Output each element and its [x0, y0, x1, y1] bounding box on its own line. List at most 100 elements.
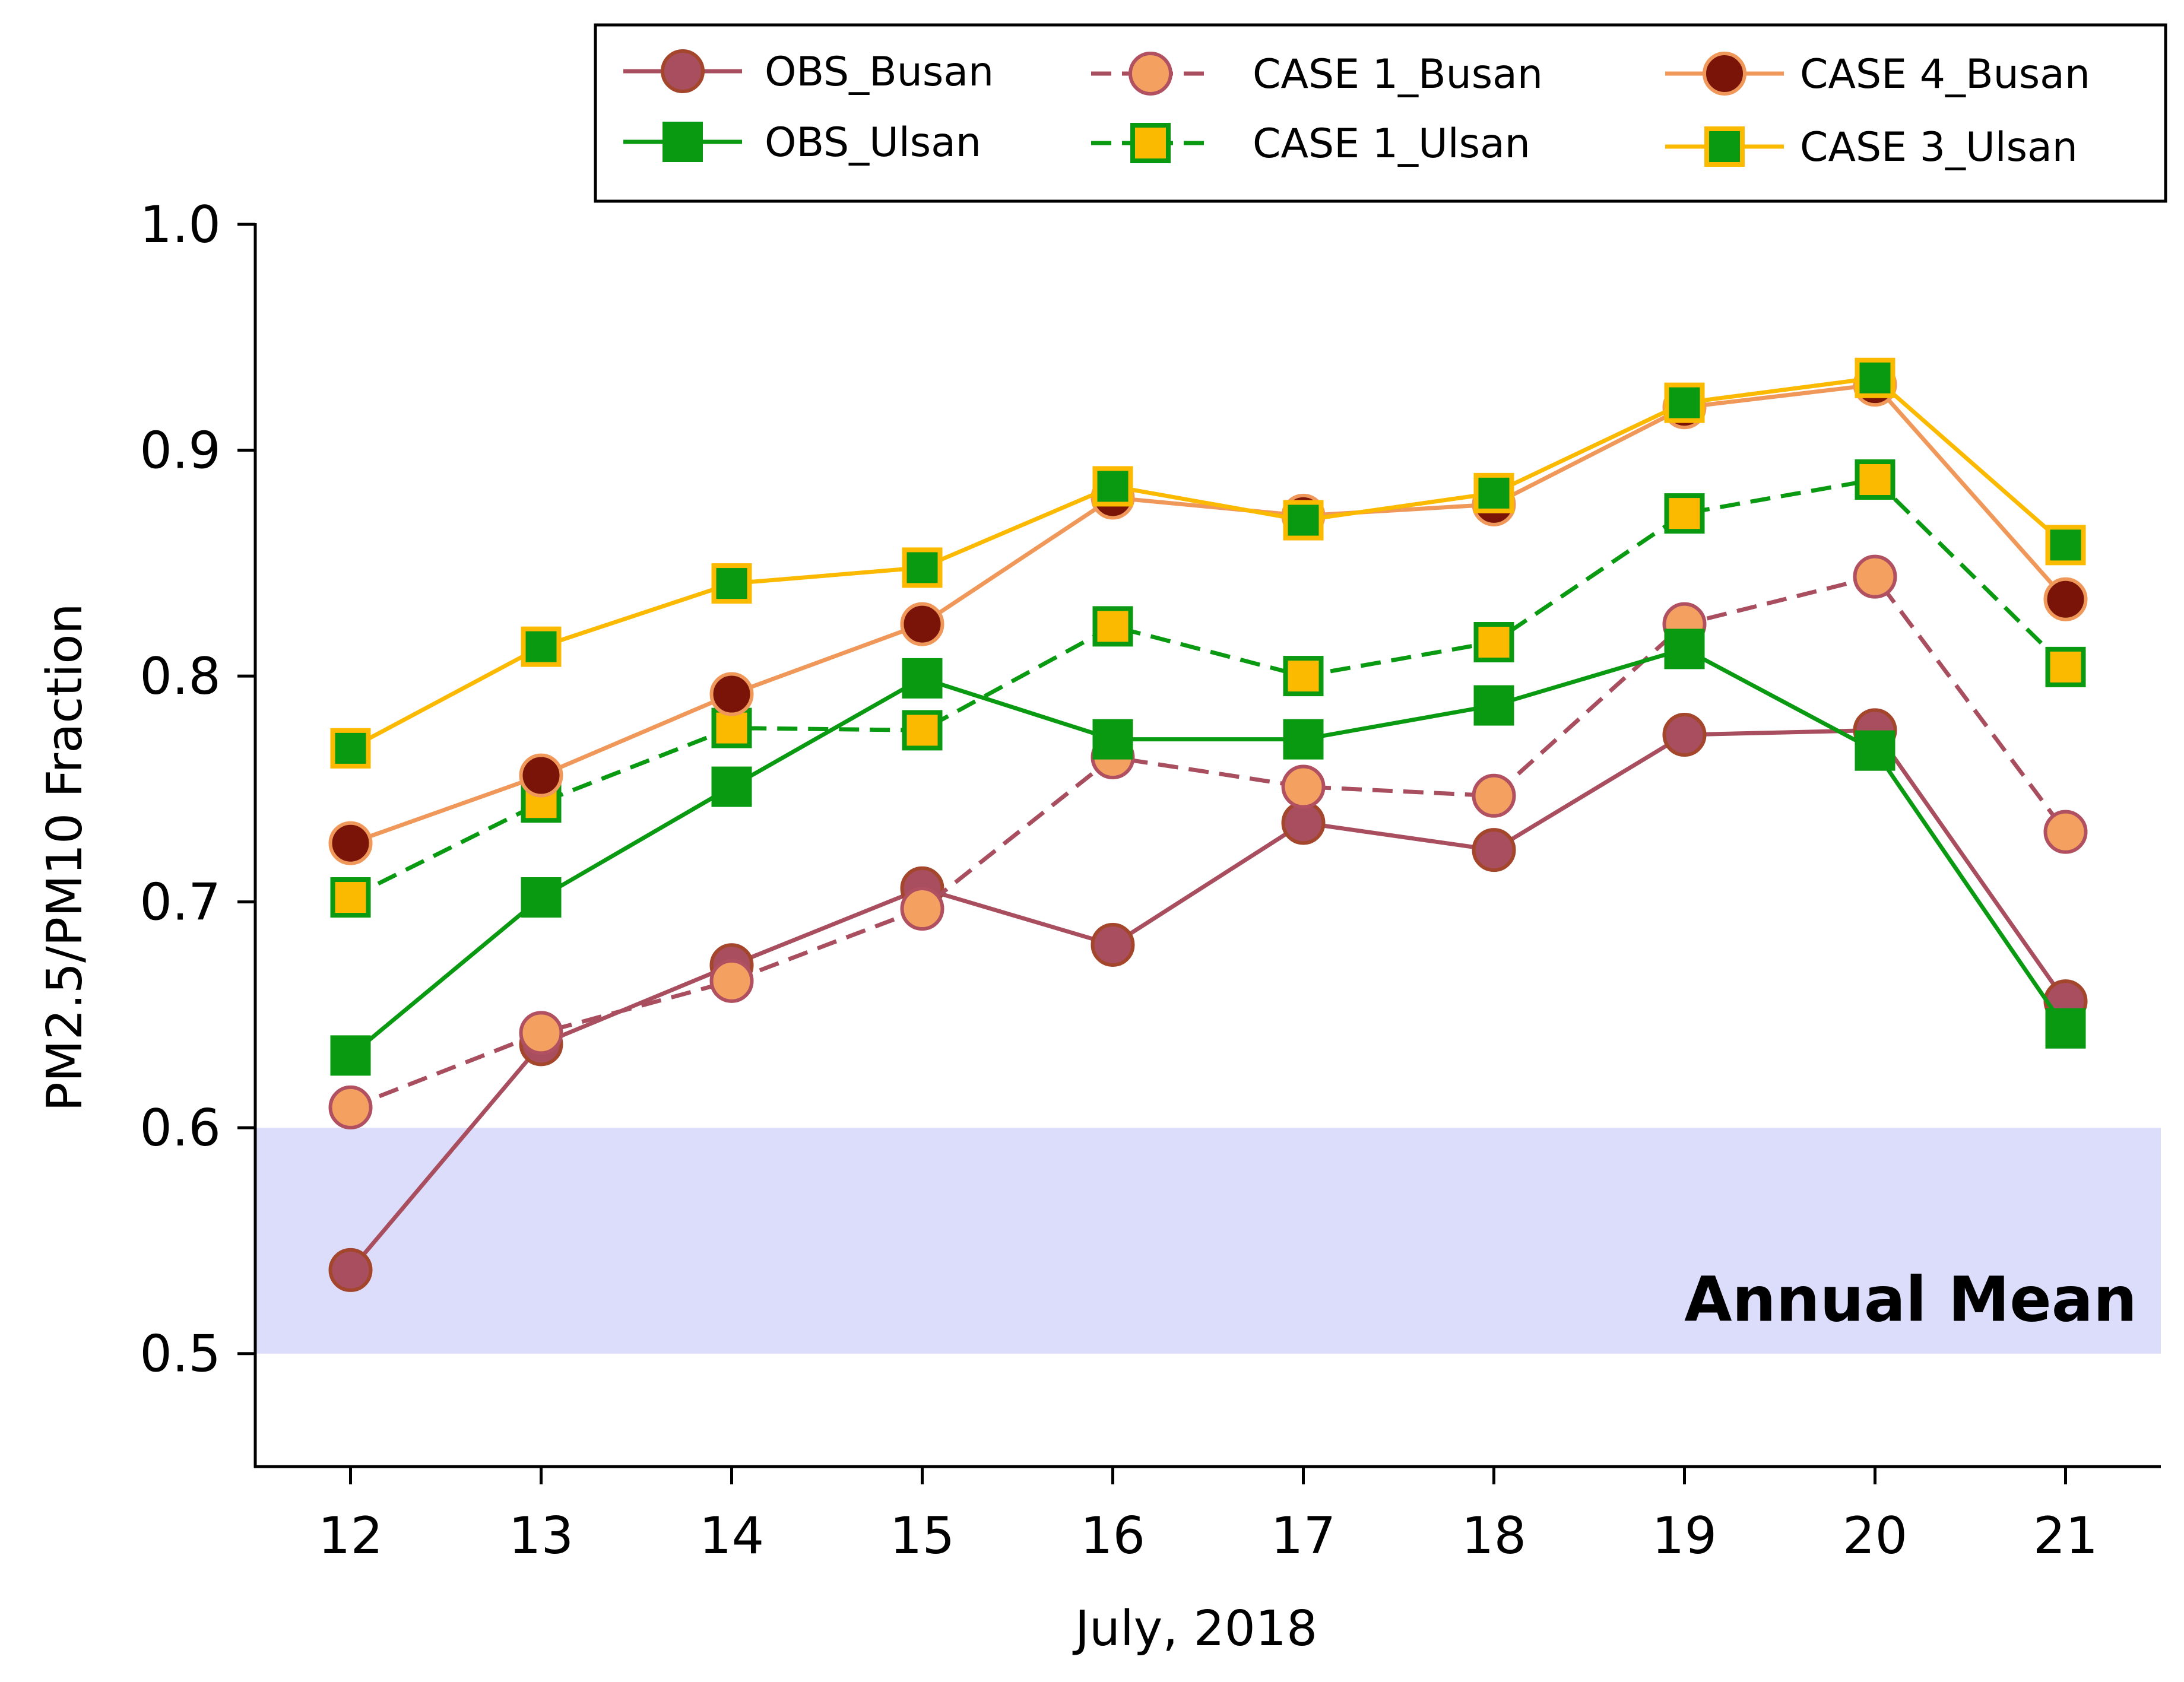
x-ticks: 12 13 14 15 16 17 18 19 20 21: [318, 1467, 2098, 1566]
data-point-case-4-busan: [328, 821, 373, 865]
data-point-case-1-busan: [519, 1011, 563, 1055]
y-tick-label: 0.9: [140, 421, 221, 481]
data-point-case-1-busan: [1472, 773, 1516, 818]
series-case-3-ulsan: [330, 357, 2086, 769]
data-point-obs-busan: [1091, 922, 1135, 967]
data-point-obs-ulsan: [330, 1035, 371, 1076]
data-point-case-1-ulsan: [711, 707, 752, 748]
x-tick-label: 13: [509, 1506, 573, 1566]
y-tick-label: 0.7: [140, 873, 221, 932]
legend-marker-obs-ulsan: [663, 122, 703, 162]
legend-label-case-3-ulsan: CASE 3_Ulsan: [1800, 124, 2078, 171]
data-point-case-1-ulsan: [2045, 646, 2086, 687]
legend-label-obs-ulsan: OBS_Ulsan: [765, 119, 981, 166]
series-case-1-ulsan: [330, 459, 2086, 918]
legend-item-case-1-busan: CASE 1_Busan: [1091, 51, 1543, 98]
data-point-obs-ulsan: [1855, 730, 1895, 771]
series-line-case-1-busan: [350, 575, 2068, 1110]
data-point-case-3-ulsan: [330, 728, 371, 769]
x-tick-label: 15: [890, 1506, 955, 1566]
legend-box: [594, 23, 2167, 203]
legend-item-case-1-ulsan: CASE 1_Ulsan: [1091, 120, 1530, 167]
x-tick-label: 21: [2033, 1506, 2098, 1566]
legend-item-obs-busan: OBS_Busan: [623, 49, 994, 96]
series-line-obs-ulsan: [349, 646, 2068, 1058]
legend-marker-obs-busan: [661, 49, 705, 93]
data-point-case-1-busan: [2043, 810, 2088, 854]
data-point-case-1-ulsan: [1664, 493, 1705, 534]
series-line-case-4-busan: [350, 382, 2068, 845]
data-point-case-3-ulsan: [1664, 382, 1705, 423]
series-layer: [328, 357, 2088, 1292]
data-point-obs-busan: [1281, 801, 1326, 845]
data-point-obs-ulsan: [902, 658, 943, 699]
y-tick-label: 0.6: [140, 1099, 221, 1158]
data-point-case-4-busan: [709, 672, 754, 716]
legend-marker-case-4-busan: [1703, 52, 1746, 96]
data-point-case-1-ulsan: [1855, 459, 1895, 500]
annual-mean-band: [255, 1128, 2161, 1354]
x-tick-label: 20: [1843, 1506, 1907, 1566]
legend-item-case-3-ulsan: CASE 3_Ulsan: [1665, 124, 2078, 171]
legend-marker-case-3-ulsan: [1704, 126, 1745, 167]
data-point-case-1-ulsan: [330, 877, 371, 918]
data-point-obs-ulsan: [1664, 629, 1705, 669]
x-tick-label: 12: [318, 1506, 383, 1566]
x-tick-label: 17: [1271, 1506, 1336, 1566]
legend-label-case-4-busan: CASE 4_Busan: [1800, 51, 2090, 98]
data-point-obs-ulsan: [2045, 1008, 2086, 1049]
legend-label-case-1-ulsan: CASE 1_Ulsan: [1253, 120, 1530, 167]
series-line-case-1-ulsan: [349, 477, 2067, 900]
series-line-case-3-ulsan: [349, 376, 2067, 750]
data-point-case-3-ulsan: [521, 626, 562, 667]
data-point-obs-ulsan: [521, 877, 562, 918]
data-point-obs-busan: [1472, 828, 1516, 872]
data-point-obs-busan: [1662, 713, 1707, 757]
legend-marker-case-1-ulsan: [1130, 123, 1171, 163]
data-point-obs-ulsan: [1092, 719, 1133, 760]
y-tick-label: 0.8: [140, 647, 221, 706]
data-point-case-3-ulsan: [1092, 466, 1133, 507]
y-ticks: 0.5 0.6 0.7 0.8 0.9 1.0: [140, 195, 255, 1384]
data-point-case-3-ulsan: [2045, 525, 2086, 566]
data-point-case-4-busan: [900, 602, 944, 646]
data-point-case-4-busan: [2043, 577, 2088, 621]
data-point-case-3-ulsan: [711, 563, 752, 604]
data-point-case-4-busan: [519, 753, 563, 798]
data-point-case-3-ulsan: [1283, 500, 1324, 541]
series-obs-ulsan: [330, 629, 2086, 1076]
data-point-case-1-busan: [900, 887, 944, 931]
data-point-case-1-ulsan: [902, 710, 943, 751]
series-obs-busan: [328, 708, 2088, 1292]
data-point-case-3-ulsan: [1855, 357, 1895, 398]
data-point-case-1-busan: [709, 959, 754, 1003]
x-axis-title: July, 2018: [1072, 1601, 1317, 1657]
y-tick-label: 0.5: [140, 1325, 221, 1384]
x-tick-label: 16: [1080, 1506, 1145, 1566]
data-point-obs-ulsan: [1473, 685, 1514, 726]
y-axis-title: PM2.5/PM10 Fraction: [37, 603, 93, 1111]
data-point-obs-ulsan: [1283, 719, 1324, 760]
data-point-obs-busan: [328, 1248, 373, 1292]
legend: OBS_Busan OBS_Ulsan CASE 1_Busan CASE 1_Uls…: [594, 23, 2167, 203]
series-line-obs-busan: [348, 728, 2068, 1272]
x-tick-label: 14: [699, 1506, 764, 1566]
legend-marker-case-1-busan: [1129, 52, 1172, 96]
data-point-case-1-ulsan: [1092, 606, 1133, 647]
legend-label-obs-busan: OBS_Busan: [765, 49, 994, 96]
data-point-case-1-busan: [1853, 554, 1897, 599]
data-point-obs-ulsan: [711, 766, 752, 807]
data-point-case-3-ulsan: [1473, 472, 1514, 513]
data-point-case-1-busan: [328, 1085, 373, 1129]
legend-item-obs-ulsan: OBS_Ulsan: [623, 119, 981, 166]
annual-mean-label: Annual Mean: [1684, 1264, 2137, 1336]
y-tick-label: 1.0: [140, 195, 221, 255]
legend-item-case-4-busan: CASE 4_Busan: [1665, 51, 2090, 98]
x-tick-label: 19: [1652, 1506, 1717, 1566]
data-point-case-3-ulsan: [902, 547, 943, 588]
x-tick-label: 18: [1462, 1506, 1526, 1566]
legend-label-case-1-busan: CASE 1_Busan: [1253, 51, 1543, 98]
data-point-case-1-ulsan: [1283, 656, 1324, 697]
